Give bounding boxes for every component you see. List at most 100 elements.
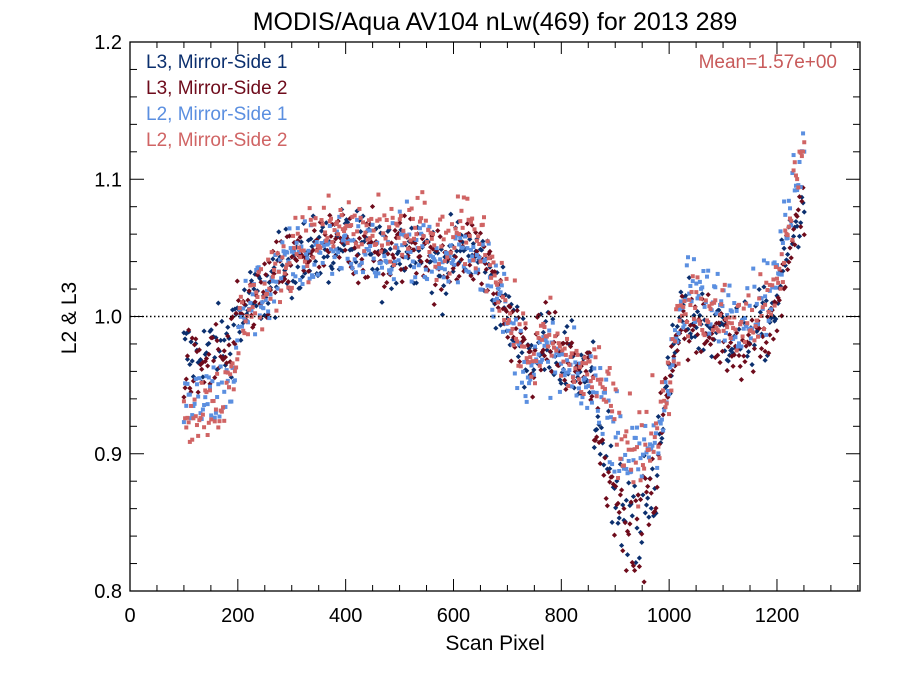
data-point (775, 295, 781, 301)
data-point (645, 495, 651, 501)
data-point (411, 247, 417, 253)
data-point (613, 483, 619, 489)
data-point (232, 341, 238, 347)
data-point (375, 218, 380, 223)
data-point (625, 440, 630, 445)
data-point (635, 445, 640, 450)
data-point (184, 425, 189, 430)
data-point (717, 359, 723, 366)
data-point (188, 339, 194, 345)
data-point (649, 466, 656, 472)
data-point (354, 252, 360, 259)
data-point (614, 442, 619, 447)
data-point (268, 292, 273, 297)
data-point (211, 365, 216, 370)
data-point (391, 277, 396, 282)
data-point (665, 389, 670, 394)
data-point (237, 305, 242, 310)
data-point (266, 309, 271, 314)
data-point (292, 245, 297, 250)
data-point (755, 334, 760, 339)
data-point (266, 257, 271, 262)
data-point (395, 223, 400, 228)
data-point (198, 416, 203, 421)
data-point (492, 273, 497, 278)
data-point (189, 335, 195, 341)
data-point (691, 316, 696, 321)
data-point (729, 321, 734, 326)
data-point (514, 336, 519, 341)
data-point (497, 308, 502, 313)
data-point (374, 242, 379, 247)
data-point (770, 285, 775, 290)
data-point (572, 379, 577, 384)
data-point (642, 437, 647, 442)
data-point (337, 235, 344, 241)
data-point (466, 217, 471, 222)
data-point (663, 405, 668, 410)
data-point (661, 428, 666, 433)
data-point (321, 205, 326, 210)
data-point (326, 241, 331, 246)
data-point (473, 266, 478, 271)
data-point (734, 348, 739, 353)
data-point (691, 312, 697, 318)
data-point (493, 325, 499, 331)
data-point (686, 338, 692, 344)
data-point (745, 332, 752, 338)
data-point (266, 259, 272, 265)
data-point (390, 252, 396, 258)
data-point (751, 330, 756, 335)
data-point (689, 299, 694, 304)
data-point (785, 233, 790, 238)
data-point (758, 272, 763, 277)
data-point (448, 250, 453, 255)
data-point (369, 228, 374, 233)
data-point (274, 308, 279, 313)
data-point (261, 312, 268, 318)
data-point (681, 304, 686, 309)
data-point (487, 263, 492, 268)
data-point (326, 193, 331, 198)
data-point (368, 251, 374, 257)
data-point (209, 417, 214, 422)
data-point (648, 505, 654, 511)
data-point (258, 279, 264, 285)
data-point (224, 368, 229, 373)
data-point (217, 414, 222, 419)
data-point (574, 393, 579, 398)
data-point (573, 366, 578, 371)
data-point (694, 309, 701, 315)
data-point (670, 363, 675, 368)
data-point (486, 256, 491, 261)
data-point (277, 257, 282, 262)
data-point (209, 335, 215, 341)
data-point (205, 402, 210, 407)
data-point (512, 371, 517, 376)
data-point (196, 394, 201, 399)
data-point (417, 226, 422, 231)
data-point (384, 260, 389, 265)
data-point (762, 357, 768, 363)
data-point (576, 390, 582, 397)
data-point (493, 280, 498, 285)
data-point (801, 232, 807, 238)
data-point (470, 241, 476, 247)
data-point (320, 260, 325, 265)
x-axis-label: Scan Pixel (445, 632, 544, 655)
data-point (347, 238, 352, 243)
data-point (716, 307, 722, 313)
data-point (700, 328, 705, 333)
data-point (194, 423, 199, 428)
data-point (355, 280, 361, 286)
data-point (351, 238, 356, 243)
data-point (398, 266, 404, 273)
data-point (460, 239, 466, 245)
data-point (187, 392, 192, 397)
data-point (272, 299, 277, 304)
data-point (656, 444, 661, 449)
data-point (631, 458, 636, 463)
data-point (261, 306, 266, 311)
data-point (270, 274, 275, 279)
data-point (389, 206, 394, 211)
